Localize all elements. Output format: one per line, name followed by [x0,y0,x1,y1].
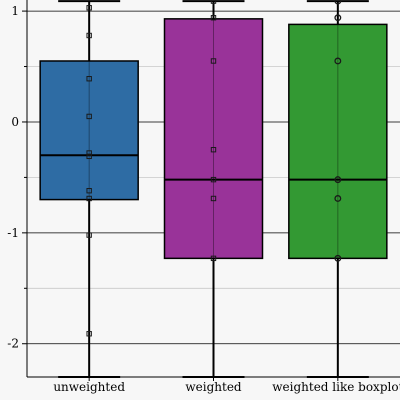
data-point [210,15,217,21]
y-axis-ticks: -2 -1 0 1 [7,4,27,351]
data-point [86,76,92,82]
x-tick-label: unweighted [53,380,125,394]
y-tick-label: 0 [11,115,19,129]
data-point [334,14,342,22]
x-axis-ticks: unweighted weighted weighted like boxplot [53,377,400,394]
y-tick-label: 1 [11,4,19,18]
data-point [86,113,92,120]
box-weighted-like-boxplot [288,0,388,378]
data-point [334,254,342,262]
data-point [210,255,217,262]
x-tick-label: weighted [185,380,242,394]
data-point [86,32,92,39]
data-point [86,188,92,194]
data-point [86,150,92,156]
y-tick-label: -1 [7,226,19,240]
data-point [210,176,217,183]
data-point [334,0,342,5]
data-point [334,176,342,184]
data-point [334,57,342,65]
data-point [86,153,92,160]
x-tick-label: weighted like boxplot [272,380,400,394]
data-point [210,58,217,64]
y-tick-label: -2 [7,337,19,351]
data-point [86,331,92,337]
data-point [210,0,217,4]
iqr-box [39,60,139,201]
data-point [210,195,217,202]
data-point [210,146,217,153]
data-point [86,195,92,202]
data-point [334,195,342,202]
box-weighted [163,0,264,378]
data-point [86,232,92,238]
data-point [86,5,92,11]
